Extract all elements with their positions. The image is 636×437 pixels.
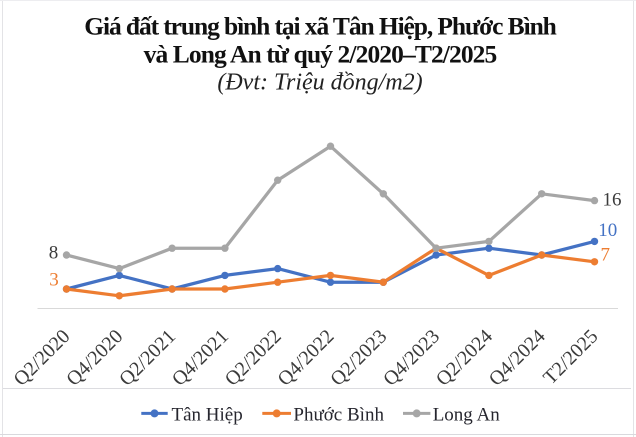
- svg-text:16: 16: [603, 190, 622, 211]
- svg-text:10: 10: [598, 220, 617, 241]
- svg-text:(Đvt: Triệu đồng/m2): (Đvt: Triệu đồng/m2): [217, 70, 422, 96]
- svg-text:7: 7: [601, 245, 611, 266]
- svg-text:Long An: Long An: [433, 404, 501, 425]
- svg-text:Phước Bình: Phước Bình: [293, 404, 384, 425]
- svg-text:3: 3: [49, 270, 59, 291]
- svg-text:8: 8: [49, 243, 59, 264]
- svg-text:và Long An từ quý 2/2020–T2/20: và Long An từ quý 2/2020–T2/2025: [144, 40, 497, 69]
- svg-text:Tân Hiệp: Tân Hiệp: [172, 404, 243, 425]
- svg-text:Giá đất trung bình tại xã Tân: Giá đất trung bình tại xã Tân Hiệp, Phướ…: [84, 12, 556, 41]
